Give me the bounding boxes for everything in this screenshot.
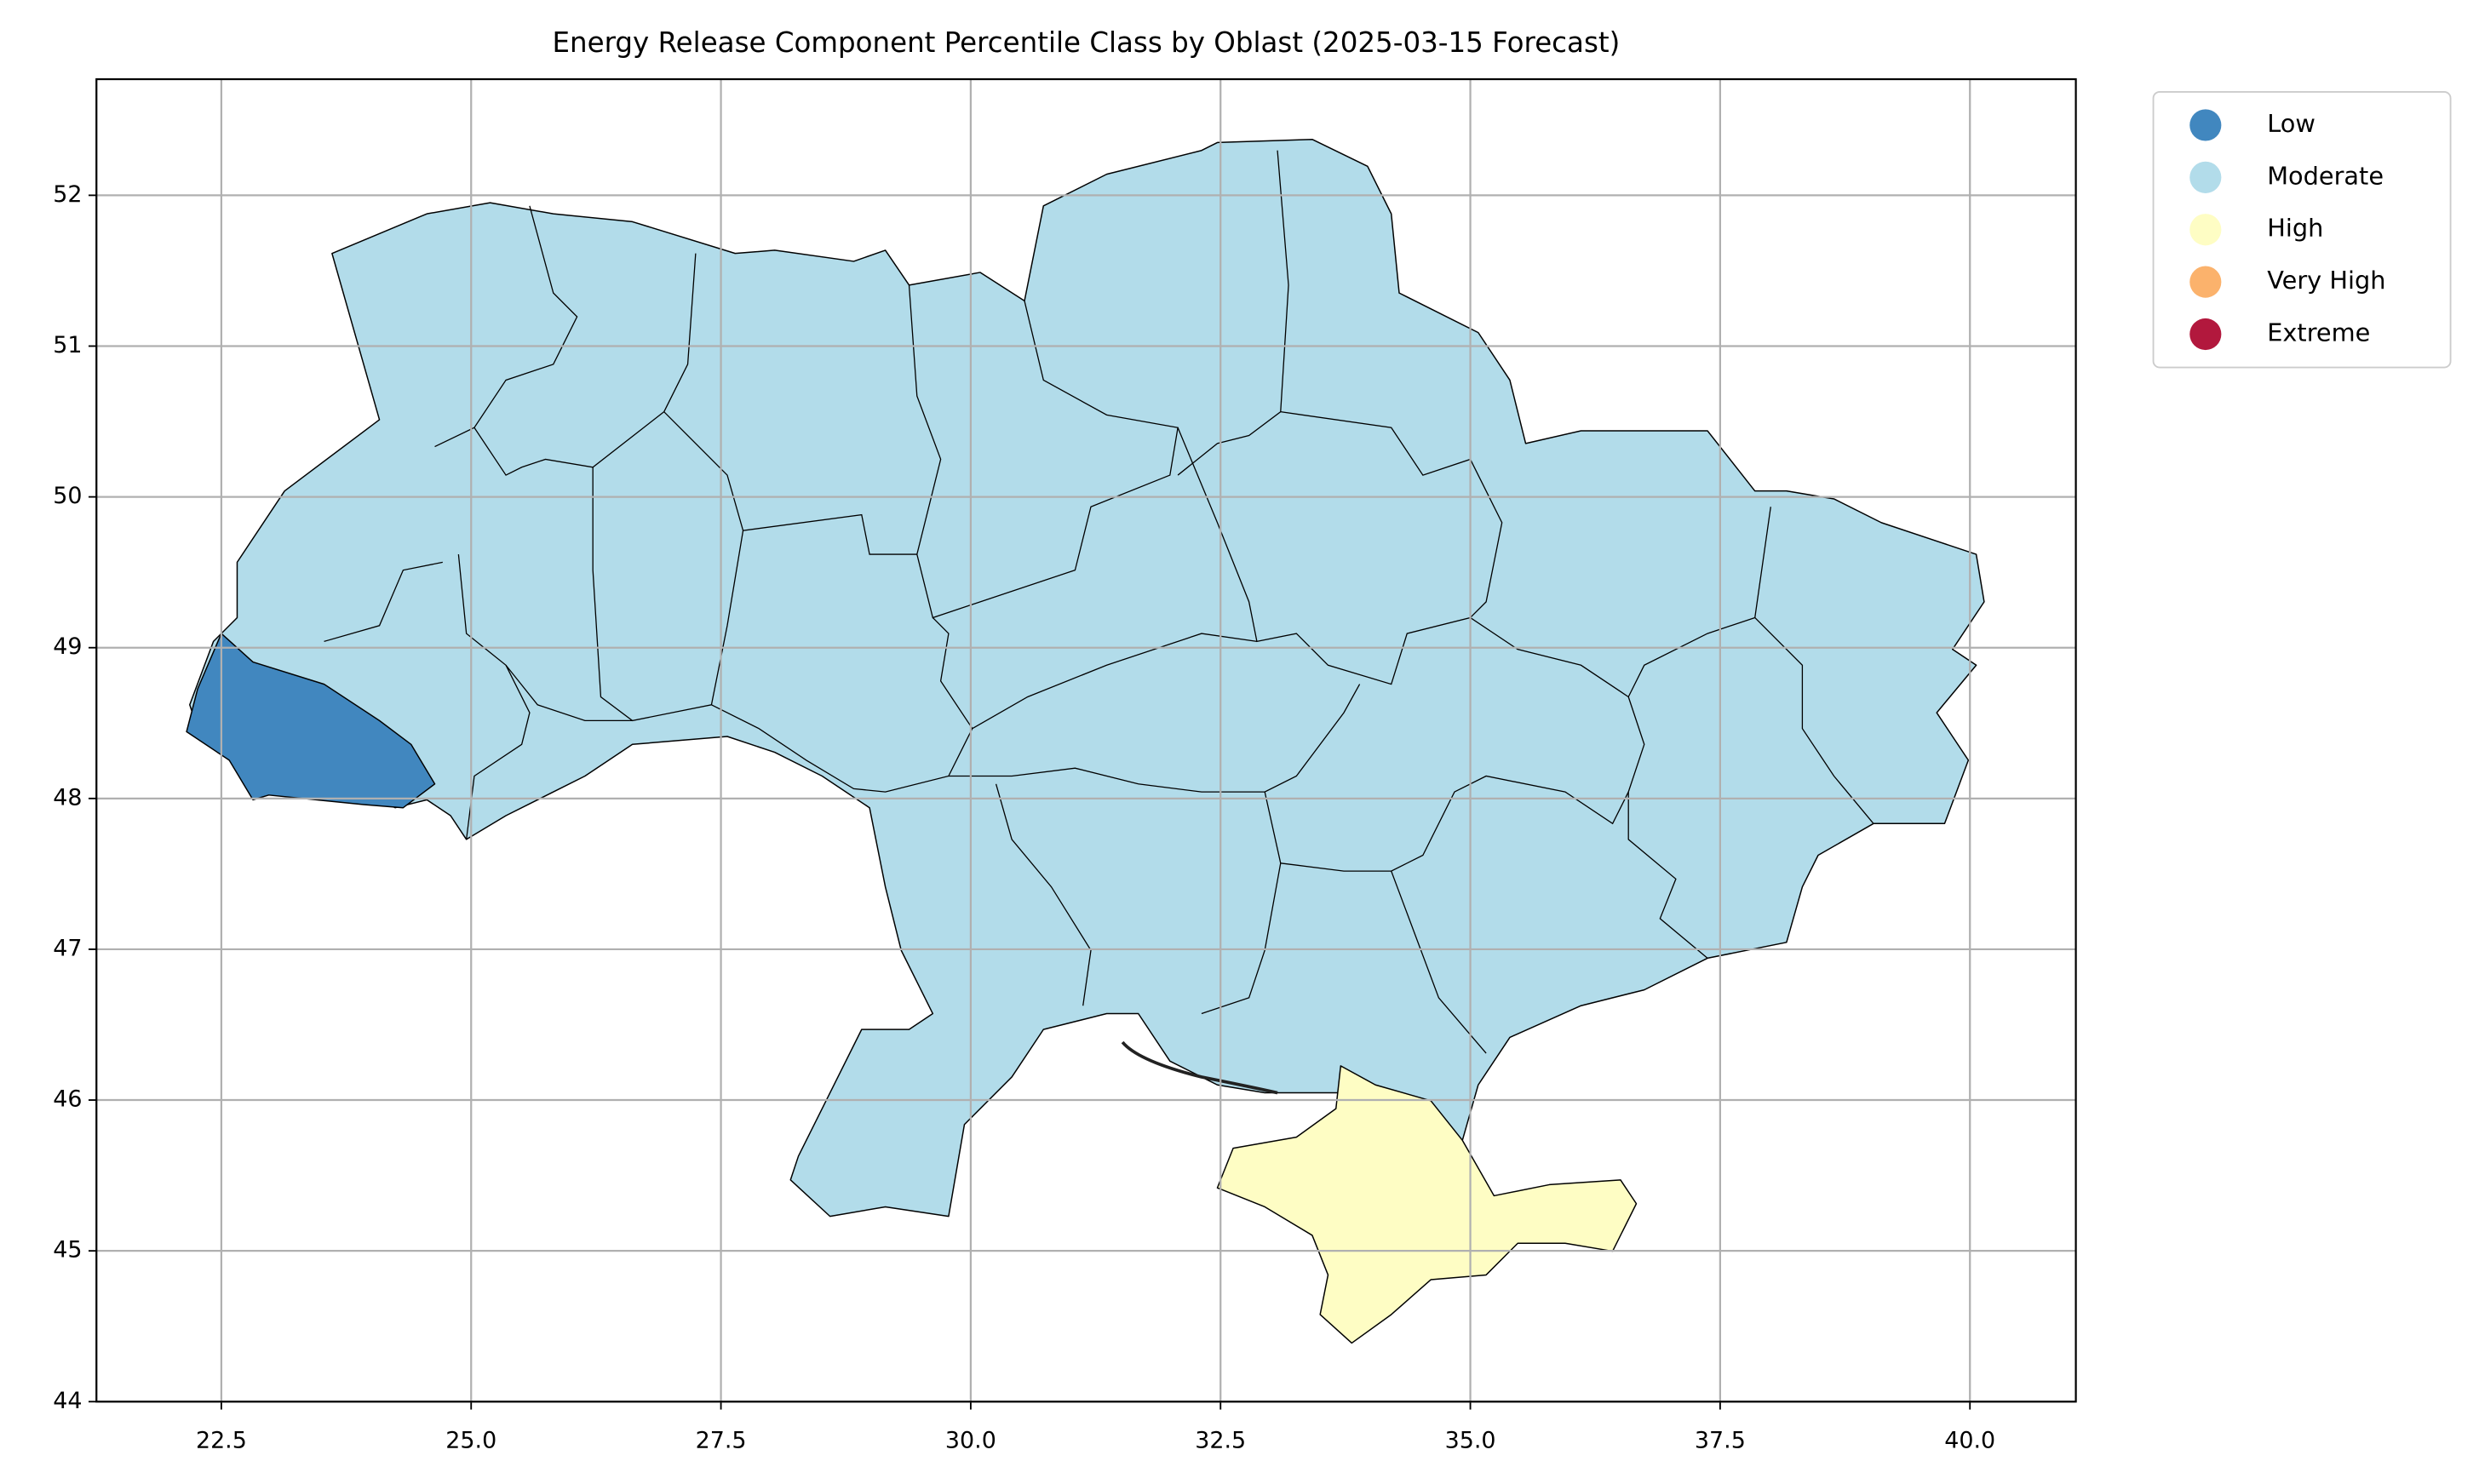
y-tick-label: 50 bbox=[53, 483, 82, 509]
legend-marker bbox=[2189, 109, 2222, 141]
legend-marker bbox=[2189, 318, 2222, 351]
legend-label: Low bbox=[2267, 109, 2315, 138]
legend-marker bbox=[2189, 214, 2222, 246]
map bbox=[186, 138, 1985, 1344]
legend-marker bbox=[2189, 161, 2222, 193]
y-tick-label: 47 bbox=[53, 935, 82, 961]
x-tick-label: 27.5 bbox=[696, 1427, 747, 1453]
arabat-spit bbox=[1121, 1040, 1278, 1095]
region-high bbox=[1216, 1065, 1638, 1344]
y-tick-label: 46 bbox=[53, 1086, 82, 1113]
legend-label: High bbox=[2267, 214, 2323, 243]
y-tick-label: 48 bbox=[53, 784, 82, 811]
x-tick-label: 37.5 bbox=[1695, 1427, 1746, 1453]
x-tick-label: 25.0 bbox=[445, 1427, 496, 1453]
x-tick-label: 30.0 bbox=[945, 1427, 996, 1453]
legend-box bbox=[2152, 90, 2452, 369]
region-low bbox=[186, 633, 436, 809]
y-tick-label: 52 bbox=[53, 181, 82, 208]
legend-label: Moderate bbox=[2267, 161, 2384, 190]
x-tick-label: 32.5 bbox=[1195, 1427, 1246, 1453]
y-tick-label: 45 bbox=[53, 1237, 82, 1263]
x-tick-label: 40.0 bbox=[1944, 1427, 1995, 1453]
y-tick-label: 51 bbox=[53, 332, 82, 358]
legend-marker bbox=[2189, 266, 2222, 298]
region-moderate bbox=[189, 138, 1985, 1218]
chart-title: Energy Release Component Percentile Clas… bbox=[553, 26, 1621, 59]
axes-frame bbox=[95, 77, 2077, 1403]
legend-label: Extreme bbox=[2267, 318, 2370, 347]
x-tick-label: 22.5 bbox=[196, 1427, 247, 1453]
x-tick-label: 35.0 bbox=[1445, 1427, 1496, 1453]
y-tick-label: 44 bbox=[53, 1388, 82, 1414]
y-tick-label: 49 bbox=[53, 633, 82, 660]
legend-label: Very High bbox=[2267, 266, 2385, 295]
